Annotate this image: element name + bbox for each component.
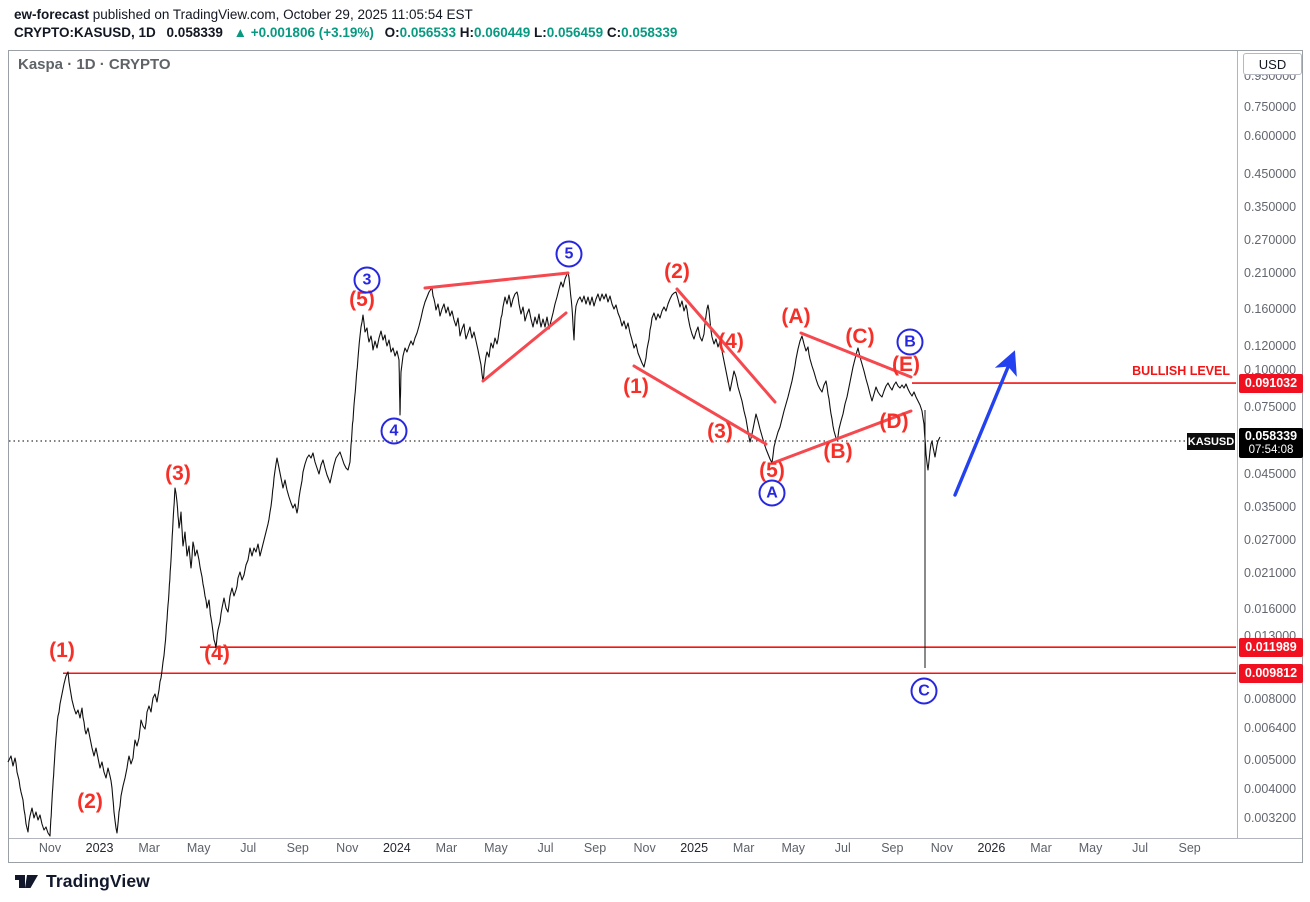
wave-label-red: (E) — [892, 353, 920, 376]
price-tick: 0.008000 — [1244, 691, 1297, 706]
ohlc-key: C: — [606, 25, 622, 40]
level-price-badge: 0.009812 — [1239, 663, 1303, 683]
current-price-badge: 0.058339 07:54:08 — [1239, 428, 1303, 458]
wave-label-blue-circled: 3 — [353, 266, 381, 294]
price-tick: 0.350000 — [1244, 199, 1297, 214]
time-label: Nov — [38, 841, 62, 855]
time-label: 2024 — [382, 841, 411, 855]
wave-label-red: (D) — [879, 410, 909, 433]
time-label: Nov — [930, 841, 954, 855]
time-label: 2023 — [85, 841, 114, 855]
price-axis-separator — [1237, 51, 1238, 838]
symbol-price-tag: KASUSD — [1187, 433, 1235, 450]
time-label: Jul — [537, 841, 554, 855]
ohlc-key: L: — [534, 25, 547, 40]
price-tick: 0.016000 — [1244, 601, 1297, 616]
wave-label-red: (4) — [204, 642, 230, 665]
current-price: 0.058339 — [1244, 429, 1298, 443]
time-label: Sep — [583, 841, 607, 855]
time-label: Mar — [1030, 841, 1052, 855]
level-price-badge: 0.011989 — [1239, 637, 1303, 657]
change-arrow-icon: ▲ — [233, 25, 247, 40]
ohlc-values: O:0.056533 H:0.060449 L:0.056459 C:0.058… — [385, 25, 678, 40]
time-label: Sep — [286, 841, 309, 855]
price-tick: 0.035000 — [1244, 499, 1297, 514]
price-change: +0.001806 (+3.19%) — [250, 25, 374, 40]
price-tick: 0.600000 — [1244, 129, 1297, 144]
wave-label-blue-circled: A — [758, 479, 786, 507]
bar-countdown: 07:54:08 — [1248, 444, 1294, 456]
price-tick: 0.210000 — [1244, 266, 1297, 281]
time-label: Nov — [633, 841, 656, 855]
wave-label-blue-circled: B — [896, 328, 924, 356]
time-label: Nov — [336, 841, 359, 855]
time-label: May — [186, 841, 211, 855]
wave-label-red: (C) — [845, 325, 875, 348]
time-label: May — [1078, 841, 1103, 855]
ohlc-value: 0.056533 — [399, 25, 460, 40]
wave-label-red: (B) — [823, 440, 853, 463]
wave-label-red: (1) — [49, 639, 75, 662]
ohlc-value: 0.060449 — [473, 25, 535, 40]
time-label: Jul — [240, 841, 257, 855]
wave-label-red: (A) — [781, 305, 811, 328]
wave-label-red: (3) — [707, 420, 733, 443]
tradingview-brand[interactable]: TradingView — [14, 871, 150, 892]
price-tick: 0.006400 — [1244, 720, 1297, 735]
ohlc-value: 0.056459 — [546, 25, 607, 40]
time-label: 2025 — [680, 841, 709, 855]
time-axis-separator — [9, 838, 1302, 839]
price-tick: 0.005000 — [1244, 753, 1297, 768]
wave-label-red: (1) — [623, 375, 649, 398]
last-price: 0.058339 — [166, 25, 223, 40]
wave-label-blue-circled: C — [910, 677, 938, 705]
wave-label-red: (4) — [718, 330, 744, 353]
price-tick: 0.100000 — [1244, 362, 1297, 377]
price-tick: 0.160000 — [1244, 301, 1297, 316]
axis-unit-badge[interactable]: USD — [1243, 53, 1302, 75]
time-label: Sep — [881, 841, 904, 855]
ohlc-key: O: — [384, 25, 400, 40]
time-label: Sep — [1178, 841, 1201, 855]
time-label: Mar — [732, 841, 755, 855]
price-tick: 0.120000 — [1244, 339, 1297, 354]
price-tick: 0.004000 — [1244, 782, 1297, 797]
price-tick: 0.075000 — [1244, 400, 1297, 415]
wave-label-blue-circled: 5 — [555, 240, 583, 268]
price-tick: 0.450000 — [1244, 166, 1297, 181]
tradingview-logo-text: TradingView — [46, 871, 150, 891]
symbol-name[interactable]: CRYPTO:KASUSD, 1D — [14, 25, 156, 40]
price-tick: 0.003200 — [1244, 811, 1297, 826]
time-label: Jul — [1132, 841, 1149, 855]
price-tick: 0.750000 — [1244, 100, 1297, 115]
wave-label-red: (2) — [664, 260, 690, 283]
time-label: Jul — [834, 841, 851, 855]
wave-label-blue-circled: 4 — [380, 417, 408, 445]
time-label: Mar — [435, 841, 458, 855]
ohlc-key: H: — [459, 25, 474, 40]
ohlc-value: 0.058339 — [621, 25, 678, 40]
price-tick: 0.270000 — [1244, 233, 1297, 248]
price-tick: 0.027000 — [1244, 533, 1297, 548]
time-label: 2026 — [977, 841, 1006, 855]
chart-panel[interactable] — [8, 50, 1303, 863]
author-link[interactable]: ew-forecast — [14, 7, 90, 22]
time-label: Mar — [138, 841, 160, 855]
price-tick: 0.045000 — [1244, 466, 1297, 481]
chart-legend: Kaspa · 1D · CRYPTO — [18, 56, 171, 73]
bullish-level-label: BULLISH LEVEL — [1132, 364, 1230, 378]
tradingview-logo-icon — [15, 875, 38, 888]
wave-label-red: (2) — [77, 790, 103, 813]
time-label: May — [484, 841, 508, 855]
time-label: May — [781, 841, 806, 855]
byline: ew-forecast published on TradingView.com… — [14, 7, 473, 22]
symbol-line: CRYPTO:KASUSD, 1D 0.058339 ▲ +0.001806 (… — [14, 25, 677, 40]
level-price-badge: 0.091032 — [1239, 373, 1303, 393]
wave-label-red: (3) — [165, 462, 191, 485]
price-tick: 0.021000 — [1244, 566, 1297, 581]
byline-text: published on TradingView.com, October 29… — [89, 7, 473, 22]
